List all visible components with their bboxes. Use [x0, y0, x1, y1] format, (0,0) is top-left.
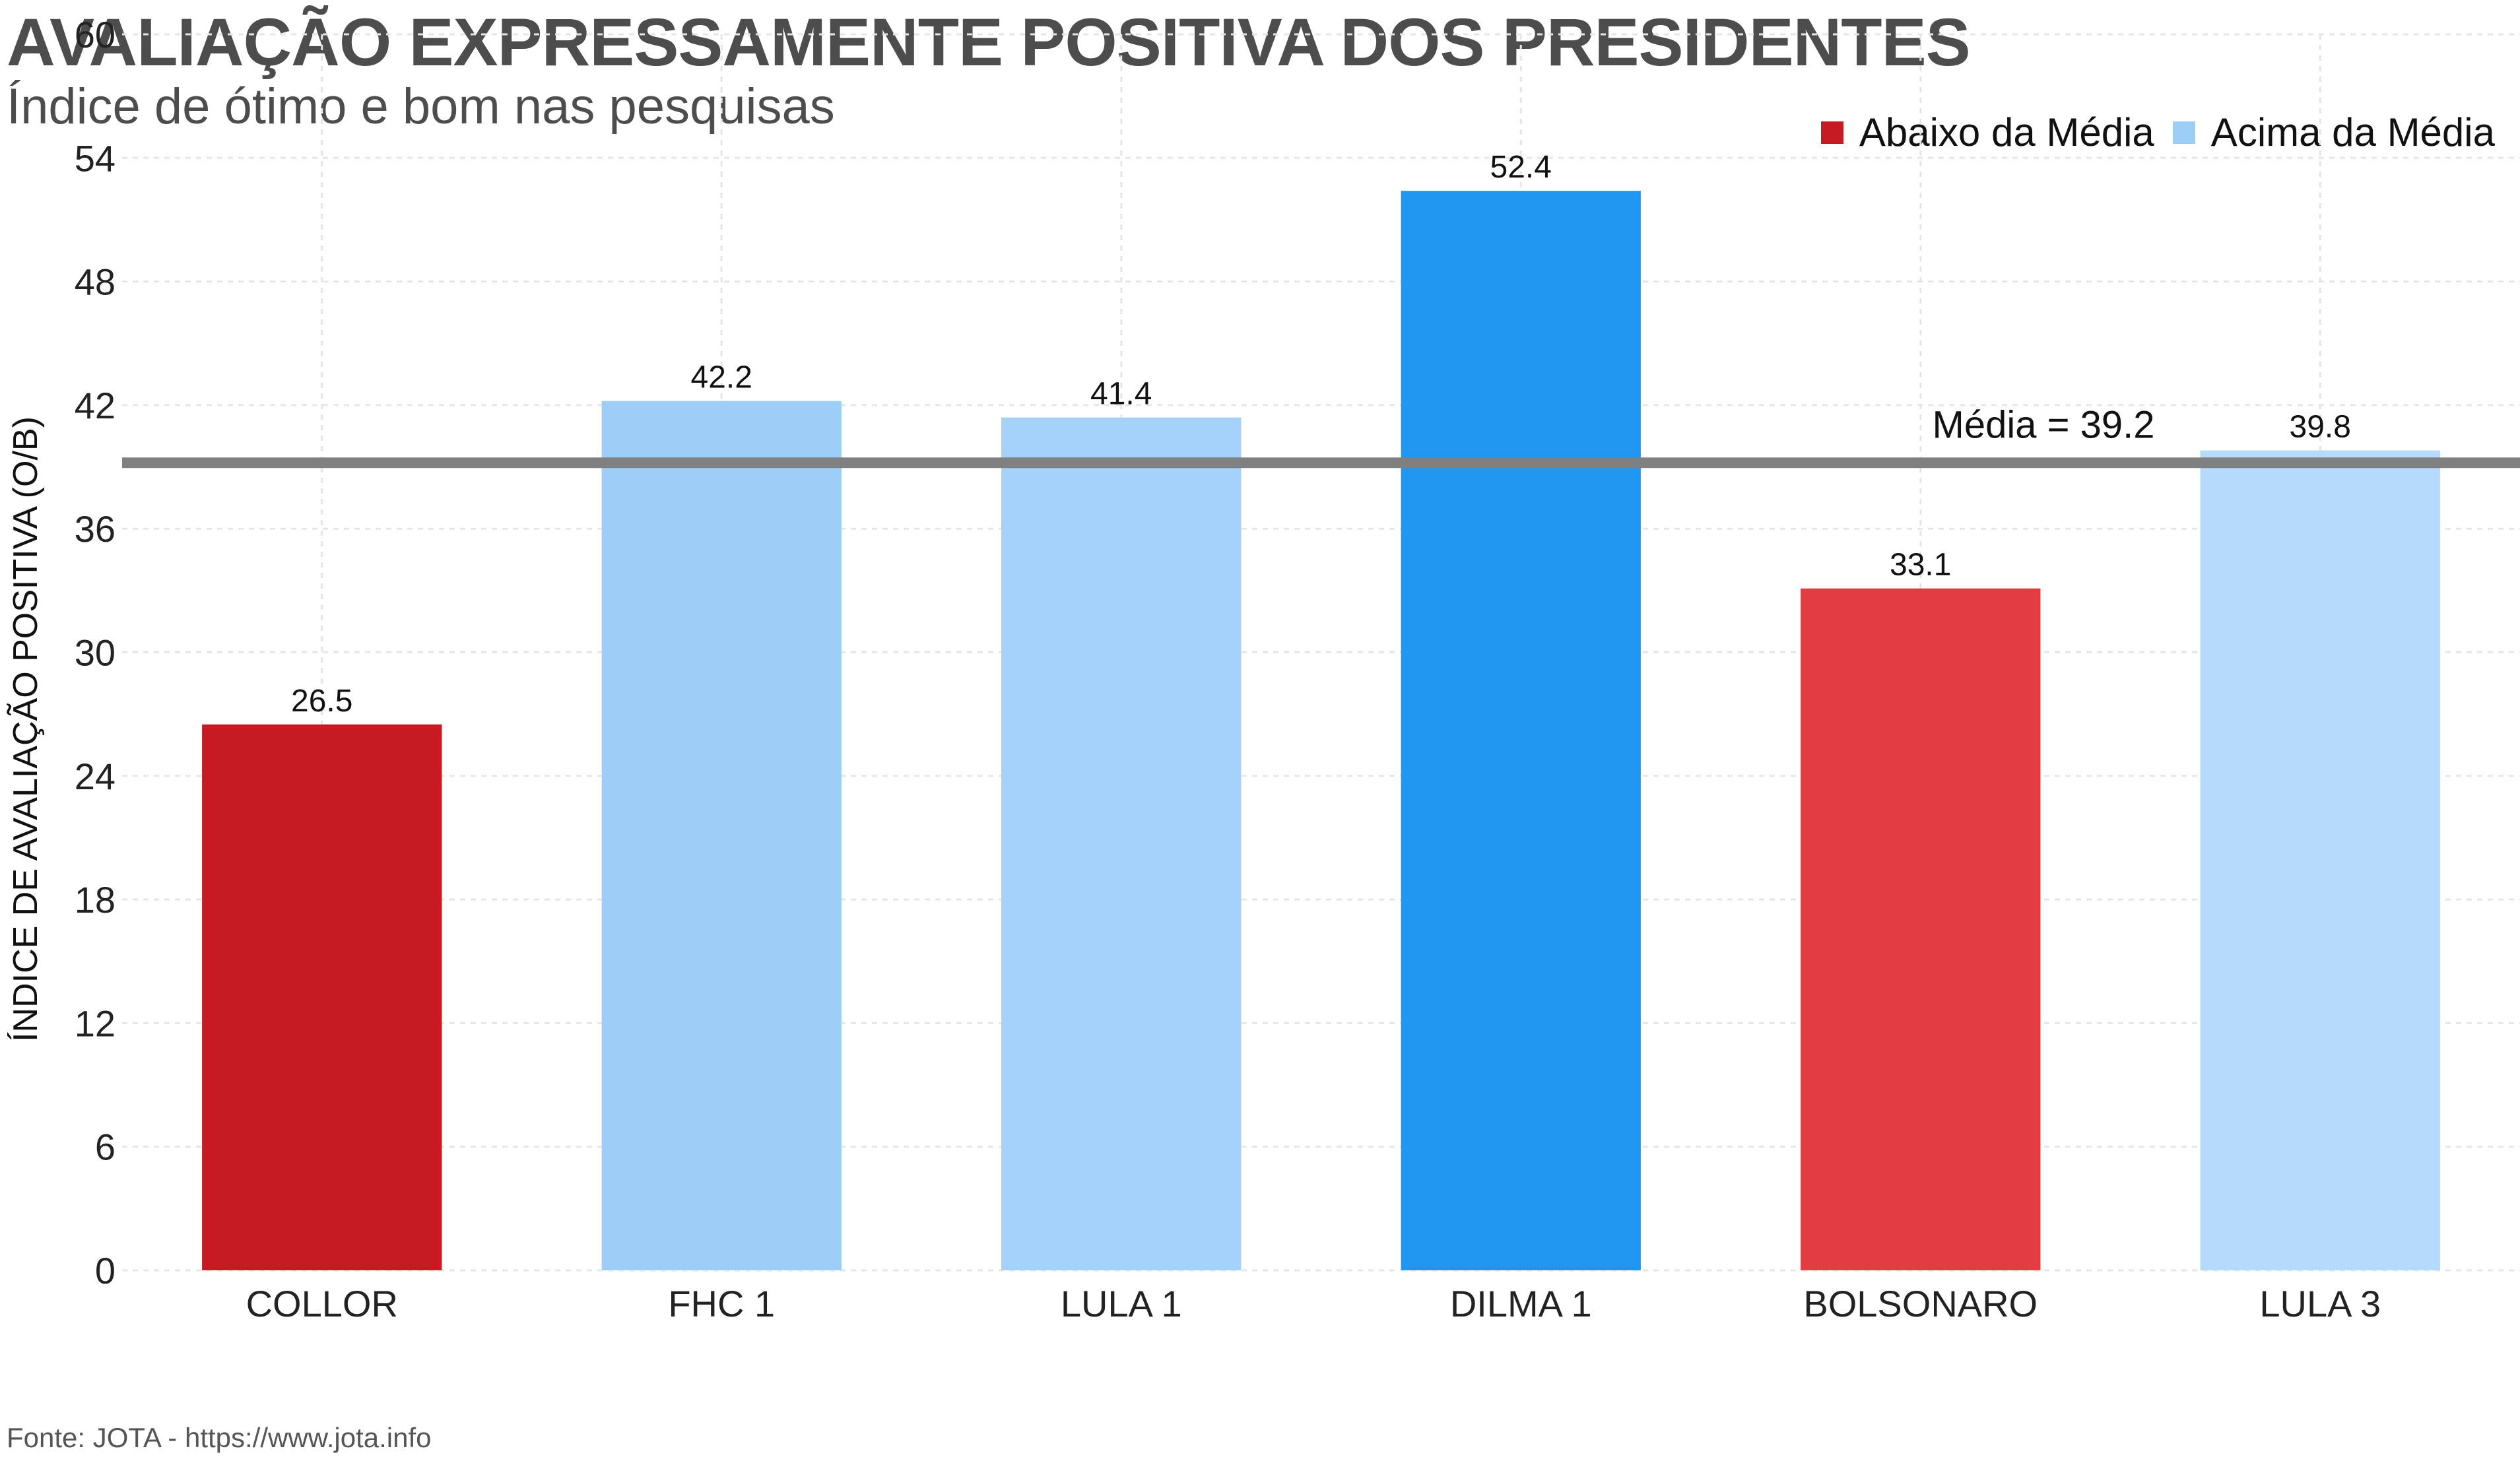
- y-tick-label: 12: [75, 1002, 116, 1044]
- average-line-group: Média = 39.2: [122, 403, 2520, 469]
- x-tick-label: LULA 1: [1061, 1283, 1182, 1324]
- legend-item-above-average: Acima da Média: [2172, 110, 2495, 155]
- bar-value-label: 41.4: [1090, 377, 1152, 412]
- legend-swatch-above-average: [2172, 121, 2195, 144]
- bar-dilma-1: [1401, 191, 1641, 1270]
- y-axis-ticks: 0 6 12 18 24 30 36 42 48 54 60: [75, 14, 116, 1291]
- bar-value-label: 42.2: [691, 360, 752, 395]
- bar-lula-1: [1001, 417, 1242, 1270]
- chart-title: AVALIAÇÃO EXPRESSAMENTE POSITIVA DOS PRE…: [7, 5, 1971, 80]
- x-tick-label: COLLOR: [246, 1283, 398, 1324]
- x-tick-label: LULA 3: [2259, 1283, 2381, 1324]
- x-tick-label: FHC 1: [668, 1283, 775, 1324]
- bar-lula-3: [2200, 450, 2440, 1270]
- bars: [202, 191, 2440, 1271]
- y-tick-label: 0: [95, 1250, 116, 1291]
- legend-swatch-below-average: [1820, 121, 1843, 144]
- legend-label-below-average: Abaixo da Média: [1859, 110, 2154, 154]
- x-axis-ticks: COLLOR FHC 1 LULA 1 DILMA 1 BOLSONARO LULA 3: [246, 1283, 2381, 1324]
- chart-subtitle: Índice de ótimo e bom nas pesquisas: [7, 79, 835, 135]
- y-tick-label: 42: [75, 385, 116, 426]
- legend-label-above-average: Acima da Média: [2210, 110, 2495, 154]
- y-tick-label: 36: [75, 508, 116, 550]
- y-tick-label: 54: [75, 137, 116, 179]
- y-tick-label: 6: [95, 1126, 116, 1168]
- source-caption: Fonte: JOTA - https://www.jota.info: [7, 1422, 432, 1453]
- legend: Abaixo da Média Acima da Média: [1820, 110, 2495, 155]
- bar-collor: [202, 724, 442, 1270]
- x-tick-label: DILMA 1: [1450, 1283, 1592, 1324]
- grid-lines: [122, 33, 2520, 1272]
- legend-item-below-average: Abaixo da Média: [1820, 110, 2154, 155]
- bar-bolsonaro: [1801, 588, 2041, 1271]
- y-tick-label: 48: [75, 261, 116, 303]
- y-tick-label: 18: [75, 879, 116, 921]
- x-tick-label: BOLSONARO: [1803, 1283, 2038, 1324]
- average-line-label: Média = 39.2: [1933, 403, 2155, 446]
- y-tick-label: 60: [75, 14, 116, 55]
- bar-value-label: 39.8: [2290, 410, 2351, 445]
- y-tick-label: 30: [75, 632, 116, 674]
- y-axis-label: ÍNDICE DE AVALIAÇÃO POSITIVA (O/B): [7, 416, 45, 1042]
- bar-value-label: 52.4: [1490, 150, 1552, 185]
- y-tick-label: 24: [75, 756, 116, 797]
- bar-value-labels: 26.5 42.2 41.4 52.4 33.1 39.8: [291, 150, 2351, 719]
- bar-fhc-1: [601, 401, 842, 1270]
- bar-value-label: 33.1: [1890, 548, 1951, 583]
- bar-value-label: 26.5: [291, 684, 352, 719]
